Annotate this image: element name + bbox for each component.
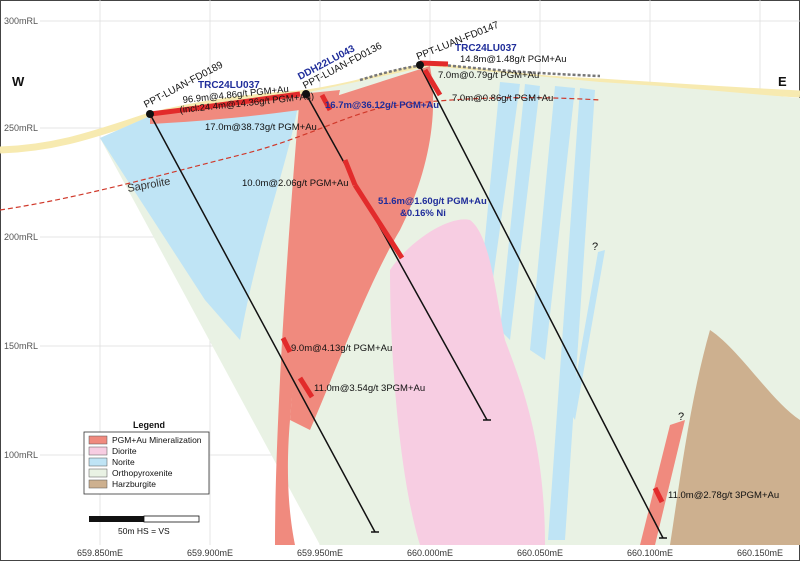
drillhole-fd0147-trace	[419, 65, 664, 539]
intercept-label-6: 7.0m@0.86g/t PGM+Au	[452, 93, 553, 104]
legend-label-orthopyroxenite: Orthopyroxenite	[112, 468, 173, 478]
rl-label-300: 300mRL	[4, 16, 38, 26]
rl-label-100: 100mRL	[4, 450, 38, 460]
intercept-label-7: 10.0m@2.06g/t PGM+Au	[242, 178, 349, 189]
easting-label-7: 660.150mE	[737, 548, 783, 558]
drillhole-fd0189-trace	[149, 113, 376, 533]
legend-swatch-diorite	[88, 446, 108, 456]
legend-swatch-norite	[88, 457, 108, 467]
mineralization-zone-central	[290, 66, 434, 430]
trench-label-1: TRC24LU037	[198, 80, 260, 91]
collar-fd0147	[416, 61, 424, 69]
norite-band-2	[500, 84, 540, 340]
norite-band-5	[570, 250, 605, 420]
norite-band-3	[530, 86, 575, 360]
norite-band-1	[480, 82, 520, 300]
legend-swatch-harzburgite	[88, 479, 108, 489]
legend: Legend PGM+Au Mineralization Diorite Nor…	[83, 420, 210, 495]
easting-label-5: 660.050mE	[517, 548, 563, 558]
intercept-label-8a: 51.6m@1.60g/t PGM+Au	[378, 196, 487, 207]
harzburgite-unit	[670, 330, 800, 545]
easting-label-1: 659.850mE	[77, 548, 123, 558]
intercept-label-4: 14.8m@1.48g/t PGM+Au	[460, 54, 567, 65]
collar-fd0189	[146, 110, 154, 118]
intercept-label-5: 7.0m@0.79g/t PGM+Au	[438, 70, 539, 81]
question-mark-1: ?	[592, 241, 598, 253]
rl-label-250: 250mRL	[4, 123, 38, 133]
legend-label-harzburgite: Harzburgite	[112, 479, 156, 489]
legend-label-mineralization: PGM+Au Mineralization	[112, 435, 202, 445]
drillhole-fd0136-trace	[305, 93, 488, 421]
compass-east: E	[778, 74, 787, 89]
norite-band-4	[548, 88, 595, 540]
intercept-label-11: 11.0m@2.78g/t 3PGM+Au	[668, 490, 779, 501]
intercept-label-2: 17.0m@38.73g/t PGM+Au	[205, 122, 317, 133]
trench-label-3: TRC24LU037	[455, 43, 517, 54]
legend-title: Legend	[133, 420, 165, 430]
easting-label-3: 659.950mE	[297, 548, 343, 558]
legend-swatch-orthopyroxenite	[88, 468, 108, 478]
easting-label-6: 660.100mE	[627, 548, 673, 558]
intercept-label-3: 16.7m@36.12g/t PGM+Au	[325, 100, 439, 111]
rl-label-150: 150mRL	[4, 341, 38, 351]
diorite-lens	[438, 248, 452, 275]
norite-unit-west	[100, 94, 300, 340]
legend-label-norite: Norite	[112, 457, 135, 467]
question-mark-2: ?	[678, 411, 684, 423]
scale-bar: 50m HS = VS	[89, 515, 200, 536]
rl-label-200: 200mRL	[4, 232, 38, 242]
easting-label-4: 660.000mE	[407, 548, 453, 558]
intercept-label-8b: &0.16% Ni	[400, 208, 446, 219]
mineralization-zone-west	[275, 90, 340, 545]
collar-fd0136	[302, 90, 310, 98]
legend-label-diorite: Diorite	[112, 446, 137, 456]
compass-west: W	[12, 74, 25, 89]
intercept-bars	[149, 60, 665, 504]
intercept-label-10: 11.0m@3.54g/t 3PGM+Au	[314, 383, 425, 394]
legend-swatch-mineralization	[88, 435, 108, 445]
diorite-unit	[390, 219, 545, 545]
easting-label-2: 659.900mE	[187, 548, 233, 558]
intercept-label-9: 9.0m@4.13g/t PGM+Au	[291, 343, 392, 354]
scale-label: 50m HS = VS	[118, 526, 170, 536]
saprolite-boundary	[0, 97, 601, 211]
